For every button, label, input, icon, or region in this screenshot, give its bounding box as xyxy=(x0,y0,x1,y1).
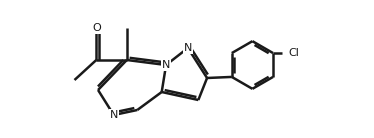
Text: Cl: Cl xyxy=(288,48,299,58)
Text: N: N xyxy=(184,43,192,53)
Text: N: N xyxy=(110,110,118,120)
Text: O: O xyxy=(92,23,101,33)
Text: N: N xyxy=(162,60,170,70)
